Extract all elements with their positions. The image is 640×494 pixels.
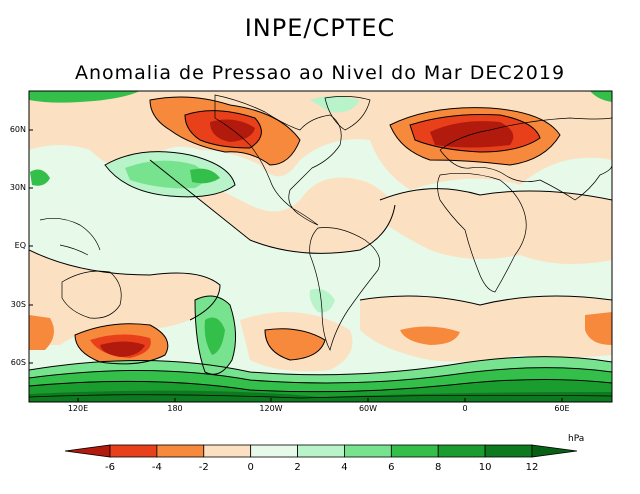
colorbar-swatch: [297, 444, 345, 458]
field-high-spac-core: [204, 317, 225, 355]
colorbar-tick-label: 12: [525, 462, 539, 473]
colorbar-swatch: [156, 444, 205, 458]
colorbar-tick-label: 4: [341, 462, 348, 473]
map-field: [29, 91, 612, 402]
lon-label-60e: 60E: [554, 404, 570, 413]
field-high-west: [30, 169, 50, 186]
field-low-alaska-core: [210, 119, 255, 142]
colorbar-swatch: [437, 444, 486, 458]
field-high-npac-core: [190, 168, 220, 184]
colorbar-tick-label: 8: [435, 462, 442, 473]
contour-lines: [29, 96, 612, 393]
colorbar-unit: hPa: [568, 434, 585, 444]
lon-label-60w: 60W: [358, 404, 378, 413]
colorbar-tick-label: 6: [388, 462, 395, 473]
lat-label-eq: EQ: [14, 241, 26, 250]
field-high-chile: [309, 288, 335, 313]
field-neg-pacific: [150, 160, 395, 254]
field-high-arctic-east: [590, 91, 612, 102]
colorbar-swatch: [250, 444, 298, 458]
field-high-greenland: [310, 96, 360, 113]
map-subtitle: Anomalia de Pressao ao Nivel do Mar DEC2…: [74, 62, 566, 84]
coastlines: [29, 94, 612, 399]
colorbar-swatch: [390, 444, 439, 458]
colorbar-swatch: [203, 444, 252, 458]
colorbar-swatch: [484, 444, 533, 458]
lat-label-60s: 60S: [10, 358, 26, 367]
field-neg-atlantic: [380, 188, 612, 264]
colorbar-tick-label: 0: [247, 462, 254, 473]
colorbar-swatch: [344, 444, 392, 458]
lon-label-0: 0: [462, 404, 468, 413]
colorbar-tick-label: 10: [478, 462, 492, 473]
lat-label-30n: 30N: [9, 183, 26, 192]
colorbar-tick-label: -4: [151, 462, 162, 473]
colorbar-arrow-high: [531, 444, 578, 458]
field-neg-sw: [29, 250, 220, 345]
colorbar-arrow-low: [64, 444, 111, 458]
page-title: INPE/CPTEC: [244, 14, 396, 42]
lon-label-120w: 120W: [259, 404, 283, 413]
colorbar-tick-label: -6: [105, 462, 115, 473]
field-low-west-outer: [29, 315, 54, 350]
field-low-east-outer: [585, 312, 612, 345]
colorbar-tick-label: 2: [294, 462, 301, 473]
lat-label-30s: 30S: [10, 300, 26, 309]
field-low-satl-outer: [400, 326, 460, 345]
lat-label-60n: 60N: [9, 125, 26, 134]
colorbar-swatch: [109, 444, 158, 458]
axis-ticks: [29, 129, 563, 402]
lon-label-180: 180: [167, 404, 183, 413]
colorbar-tick-label: -2: [198, 462, 209, 473]
field-neg-south-atl: [360, 296, 612, 362]
lon-label-120e: 120E: [67, 404, 89, 413]
field-high-arctic: [29, 91, 140, 103]
field-low-spac-outer: [265, 328, 325, 360]
field-low-sw-core: [100, 341, 145, 357]
field-high-npac-mid: [125, 160, 205, 189]
